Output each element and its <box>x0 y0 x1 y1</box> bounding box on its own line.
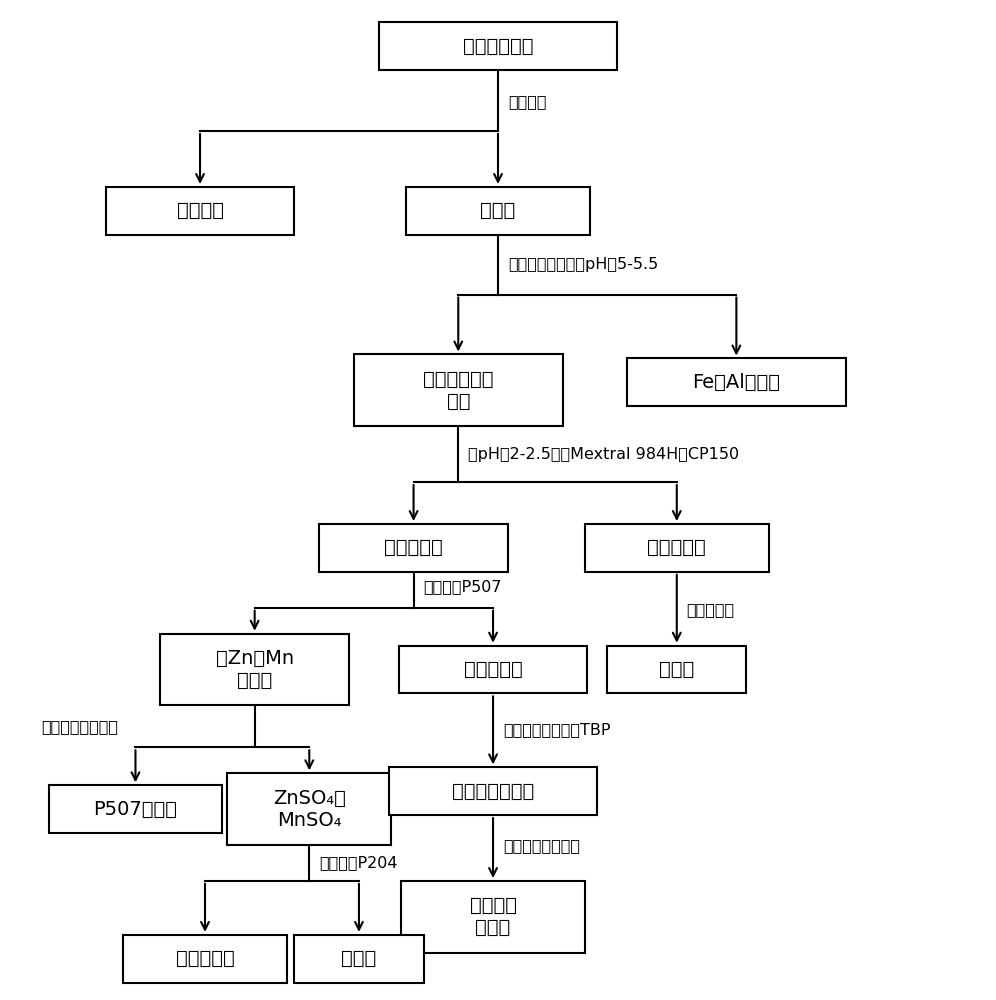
Text: 加萃取剂新癸酸和TBP: 加萃取剂新癸酸和TBP <box>503 722 611 737</box>
Text: 加硫酸洗涤，反萃: 加硫酸洗涤，反萃 <box>41 719 119 734</box>
Text: 第一萃余液: 第一萃余液 <box>384 538 443 557</box>
FancyBboxPatch shape <box>295 935 423 983</box>
Text: 加萃取剂P507: 加萃取剂P507 <box>423 579 502 594</box>
Text: ZnSO₄、
MnSO₄: ZnSO₄、 MnSO₄ <box>273 789 346 830</box>
FancyBboxPatch shape <box>627 358 846 406</box>
Text: 加萃取剂P204: 加萃取剂P204 <box>320 855 397 870</box>
FancyBboxPatch shape <box>406 187 590 235</box>
Text: 含铜有机相: 含铜有机相 <box>647 538 706 557</box>
Text: Fe、Al沉淀物: Fe、Al沉淀物 <box>692 373 781 392</box>
Text: 硫酸铜: 硫酸铜 <box>659 660 694 679</box>
FancyBboxPatch shape <box>401 881 585 953</box>
FancyBboxPatch shape <box>378 22 618 70</box>
FancyBboxPatch shape <box>124 935 287 983</box>
Text: 加硫酸洗涤，反萃: 加硫酸洗涤，反萃 <box>503 839 580 854</box>
Text: 含Zn、Mn
有机相: 含Zn、Mn 有机相 <box>215 649 294 690</box>
Text: 第二萃余液: 第二萃余液 <box>464 660 523 679</box>
FancyBboxPatch shape <box>320 524 508 572</box>
Text: 浸出液: 浸出液 <box>480 201 516 220</box>
Text: 酸浸滤渣: 酸浸滤渣 <box>176 201 223 220</box>
Text: 含锌有机相: 含锌有机相 <box>175 949 234 968</box>
Text: 硫酸酸浸: 硫酸酸浸 <box>508 94 547 109</box>
Text: 含镍钴锰废渣: 含镍钴锰废渣 <box>463 37 533 56</box>
Text: 调pH至2-2.5，加Mextral 984H或CP150: 调pH至2-2.5，加Mextral 984H或CP150 <box>468 447 739 462</box>
FancyBboxPatch shape <box>608 646 746 693</box>
Text: 加氧化剂氧化，调pH至5-5.5: 加氧化剂氧化，调pH至5-5.5 <box>508 257 658 272</box>
FancyBboxPatch shape <box>354 354 563 426</box>
Text: 镍钴锰的
硫酸盐: 镍钴锰的 硫酸盐 <box>469 896 517 937</box>
FancyBboxPatch shape <box>398 646 588 693</box>
Text: 含镍钴锰有机相: 含镍钴锰有机相 <box>452 782 534 801</box>
Text: 硫酸锰: 硫酸锰 <box>342 949 376 968</box>
FancyBboxPatch shape <box>49 785 222 833</box>
Text: 除铁、铝后的
滤液: 除铁、铝后的 滤液 <box>423 370 494 411</box>
Text: P507萃取剂: P507萃取剂 <box>94 800 177 819</box>
Text: 加硫酸反萃: 加硫酸反萃 <box>686 602 735 617</box>
FancyBboxPatch shape <box>160 634 349 705</box>
FancyBboxPatch shape <box>388 767 598 815</box>
FancyBboxPatch shape <box>227 773 391 845</box>
FancyBboxPatch shape <box>585 524 769 572</box>
FancyBboxPatch shape <box>106 187 295 235</box>
